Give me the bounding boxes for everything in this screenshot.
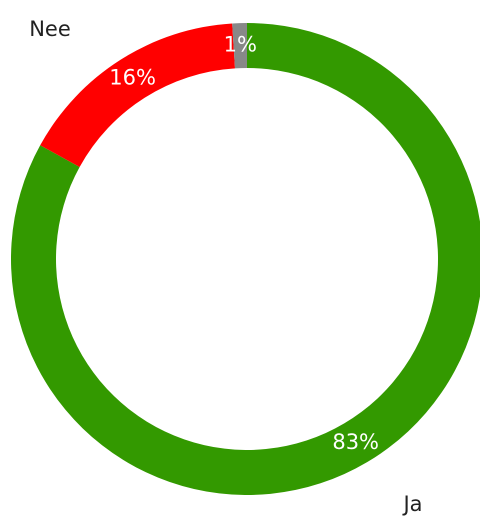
category-label: Nee — [29, 17, 71, 41]
donut-segment — [40, 23, 236, 167]
data-label: 83% — [332, 430, 379, 454]
category-label: Ja — [401, 492, 422, 516]
data-label: 1% — [224, 33, 257, 57]
donut-segment — [232, 23, 247, 69]
data-label: 16% — [109, 66, 156, 90]
